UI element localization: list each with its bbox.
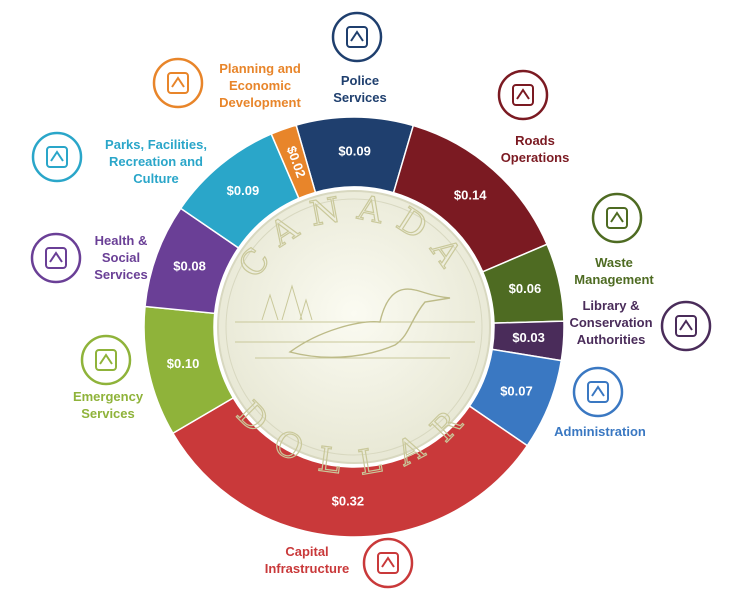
icon-glyph	[171, 76, 185, 88]
category-label: Waste Management	[574, 255, 654, 287]
icon-glyph	[95, 349, 117, 371]
category-icon	[362, 537, 414, 589]
icon-glyph	[516, 88, 530, 100]
icon-glyph	[377, 552, 399, 574]
value-label: $0.03	[512, 330, 545, 345]
category-icon	[591, 192, 643, 244]
icon-glyph	[591, 385, 605, 397]
icon-glyph	[381, 556, 395, 568]
value-label: $0.08	[173, 259, 206, 274]
icon-ring	[31, 131, 83, 183]
icon-ring	[660, 300, 712, 352]
icon-ring	[572, 366, 624, 418]
icon-glyph	[50, 150, 64, 162]
icon-ring	[362, 537, 414, 589]
icon-glyph	[45, 247, 67, 269]
icon-glyph	[675, 315, 697, 337]
category-label: Health & Social Services	[94, 233, 148, 282]
category-label: Emergency Services	[72, 389, 144, 421]
icon-glyph	[49, 251, 63, 263]
icon-glyph	[99, 353, 113, 365]
category-icon	[152, 57, 204, 109]
icon-glyph	[167, 72, 189, 94]
category-icon	[31, 131, 83, 183]
coin: CANADA DOLLAR	[214, 187, 494, 484]
icon-ring	[497, 69, 549, 121]
icon-glyph	[606, 207, 628, 229]
category-label: Police Services	[333, 73, 387, 105]
icon-ring	[591, 192, 643, 244]
value-label: $0.09	[338, 143, 371, 158]
icon-glyph	[46, 146, 68, 168]
icon-ring	[80, 334, 132, 386]
category-label: Roads Operations	[500, 133, 570, 165]
icon-ring	[331, 11, 383, 63]
icon-glyph	[350, 30, 364, 42]
category-icon	[30, 232, 82, 284]
icon-glyph	[610, 211, 624, 223]
category-label: Administration	[554, 424, 646, 439]
category-icon	[80, 334, 132, 386]
category-label: Capital Infrastructure	[264, 544, 350, 576]
value-label: $0.06	[509, 281, 542, 296]
category-icon	[497, 69, 549, 121]
category-label: Parks, Facilities, Recreation and Cultur…	[105, 137, 207, 186]
value-label: $0.09	[227, 183, 260, 198]
icon-ring	[152, 57, 204, 109]
icon-ring	[30, 232, 82, 284]
value-label: $0.14	[454, 188, 487, 203]
value-label: $0.07	[500, 383, 533, 398]
value-label: $0.32	[332, 493, 365, 508]
icon-glyph	[512, 84, 534, 106]
value-label: $0.10	[167, 356, 200, 371]
category-icon	[331, 11, 383, 63]
icon-glyph	[679, 319, 693, 331]
category-label: Planning and Economic Development	[219, 61, 301, 110]
category-icon	[660, 300, 712, 352]
category-icon	[572, 366, 624, 418]
category-label: Library & Conservation Authorities	[569, 298, 653, 347]
icon-glyph	[587, 381, 609, 403]
icon-glyph	[346, 26, 368, 48]
